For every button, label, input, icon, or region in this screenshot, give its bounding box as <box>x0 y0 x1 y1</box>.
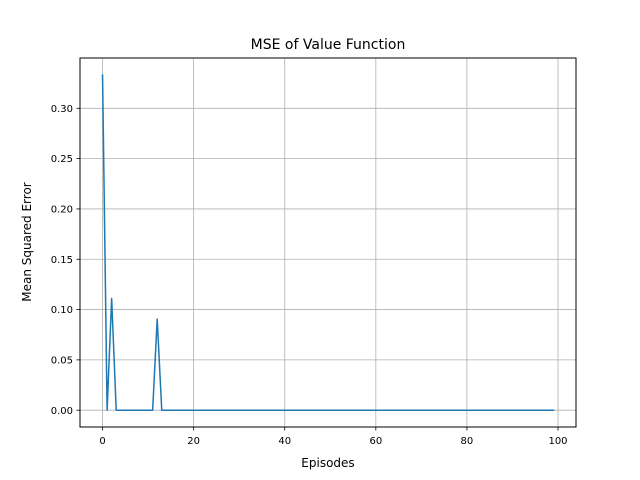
x-tick-label: 60 <box>369 436 382 447</box>
plot-frame <box>79 57 577 428</box>
x-tick-label: 0 <box>99 436 105 447</box>
x-tick-label: 40 <box>278 436 291 447</box>
x-tick-label: 100 <box>548 436 567 447</box>
grid-lines <box>80 58 576 427</box>
y-tick-label: 0.05 <box>51 355 73 366</box>
x-axis-label: Episodes <box>301 456 354 470</box>
y-tick-label: 0.30 <box>51 104 73 115</box>
x-tick-label: 80 <box>461 436 474 447</box>
y-tick-label: 0.20 <box>51 205 73 216</box>
y-tick-label: 0.15 <box>51 255 73 266</box>
y-tick-label: 0.25 <box>51 154 73 165</box>
y-tick-label: 0.00 <box>51 406 73 417</box>
y-axis-label: Mean Squared Error <box>20 182 34 302</box>
mse-series-line <box>101 74 555 411</box>
series-layer <box>101 74 555 411</box>
chart-title: MSE of Value Function <box>251 37 406 53</box>
y-tick-label: 0.10 <box>51 305 73 316</box>
axis-ticks: 0 20 40 60 80 100 0.00 0.05 0.10 0.15 0.20 0.25 0.30 <box>51 104 568 447</box>
x-tick-label: 20 <box>187 436 200 447</box>
